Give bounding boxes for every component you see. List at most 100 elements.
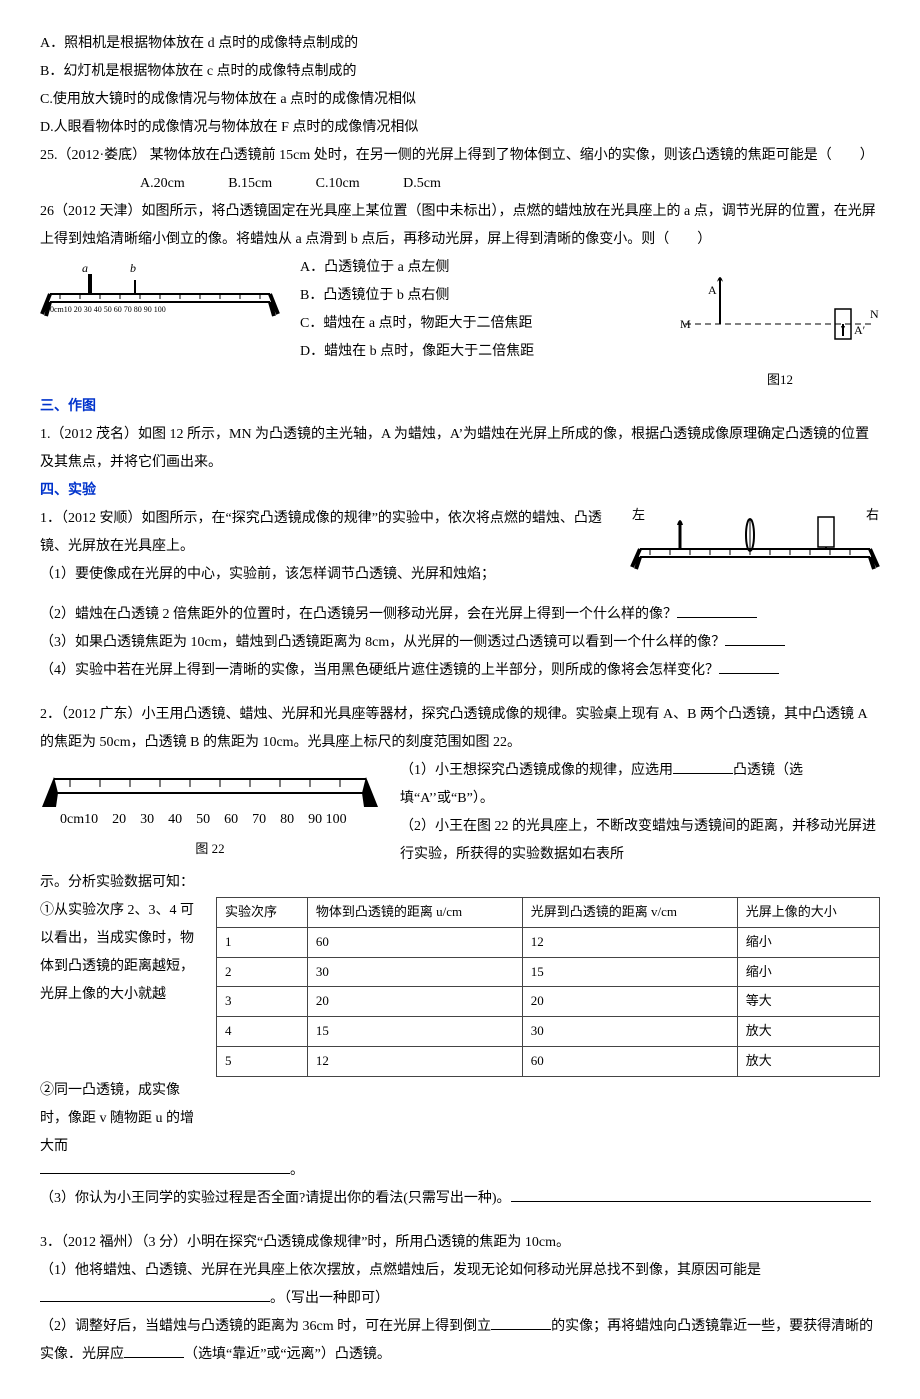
table-cell: 等大 [737,987,879,1017]
sec3-title: 三、作图 [40,393,880,421]
sec4-q3-p2c: （选填“靠近”或“远离”）凸透镜。 [184,1347,391,1362]
table-row: 32020等大 [217,987,880,1017]
sec4-q1-p3-row: （3）如果凸透镜焦距为 10cm，蜡烛到凸透镜距离为 8cm，从光屏的一侧透过凸… [40,629,880,657]
blank-q1-2[interactable] [677,603,757,618]
sec4-q3-p2: （2）调整好后，当蜡烛与凸透镜的距离为 36cm 时，可在光屏上得到倒立的实像；… [40,1313,880,1369]
sec4-q3-stem: 3．（2012 福州）（3 分）小明在探究“凸透镜成像规律”时，所用凸透镜的焦距… [40,1229,880,1257]
blank-q2-2b[interactable] [40,1159,290,1174]
q2-th-1: 物体到凸透镜的距离 u/cm [307,898,522,928]
sec4-q1-p2-row: （2）蜡烛在凸透镜 2 倍焦距外的位置时，在凸透镜另一侧移动光屏，会在光屏上得到… [40,601,880,629]
fig12-A: A [708,283,717,297]
table-cell: 30 [307,957,522,987]
fig12-label: 图12 [680,367,880,393]
q25-stem: 25.（2012·娄底） 某物体放在凸透镜前 15cm 处时，在另一侧的光屏上得… [40,142,880,170]
sec4-q2-p3-row: （3）你认为小王同学的实验过程是否全面?请提出你的看法(只需写出一种)。 [40,1185,880,1213]
q2-table: 实验次序 物体到凸透镜的距离 u/cm 光屏到凸透镜的距离 v/cm 光屏上像的… [216,897,880,1077]
blank-q1-4[interactable] [719,659,779,674]
sec4-title: 四、实验 [40,477,880,505]
blank-q3-2a[interactable] [491,1315,551,1330]
q25-optC: C.10cm [316,176,360,191]
q24-optA: A．照相机是根据物体放在 d 点时的成像特点制成的 [40,30,880,58]
table-cell: 5 [217,1046,308,1076]
q25-optA: A.20cm [140,176,185,191]
q24-optD: D.人眼看物体时的成像情况与物体放在 F 点时的成像情况相似 [40,114,880,142]
table-cell: 2 [217,957,308,987]
table-cell: 4 [217,1017,308,1047]
table-cell: 放大 [737,1017,879,1047]
table-cell: 12 [522,927,737,957]
blank-q2-3[interactable] [511,1187,871,1202]
table-cell: 3 [217,987,308,1017]
fig12-N: N [870,307,879,321]
table-cell: 20 [307,987,522,1017]
sec4-q1-p3: （3）如果凸透镜焦距为 10cm，蜡烛到凸透镜距离为 8cm，从光屏的一侧透过凸… [40,635,725,650]
sec4-q2-p2: （2）小王在图 22 的光具座上，不断改变蜡烛与透镜间的距离，并移动光屏进行实验… [400,813,880,869]
table-cell: 缩小 [737,957,879,987]
svg-text:a: a [82,261,88,275]
q25-optD: D.5cm [403,176,441,191]
table-cell: 60 [522,1046,737,1076]
sec4-q2-p3: （3）你认为小王同学的实验过程是否全面?请提出你的看法(只需写出一种)。 [40,1191,511,1206]
table-cell: 放大 [737,1046,879,1076]
sec4-q1-p4-row: （4）实验中若在光屏上得到一清晰的实像，当用黑色硬纸片遮住透镜的上半部分，则所成… [40,657,880,685]
sec4-q1-stem: 1．（2012 安顺）如图所示，在“探究凸透镜成像的规律”的实验中，依次将点燃的… [40,505,618,561]
table-cell: 缩小 [737,927,879,957]
q2-th-2: 光屏到凸透镜的距离 v/cm [522,898,737,928]
q24-options: A．照相机是根据物体放在 d 点时的成像特点制成的 B．幻灯机是根据物体放在 c… [40,30,880,142]
sec4-q2-p1a: （1）小王想探究凸透镜成像的规律，应选用 [400,763,673,778]
q2-th-3: 光屏上像的大小 [737,898,879,928]
sec4-q2-p2b: 示。分析实验数据可知： [40,869,880,897]
q25-options: A.20cm B.15cm C.10cm D.5cm [40,170,880,198]
blank-q3-1[interactable] [40,1287,270,1302]
sec4-q1-p2: （2）蜡烛在凸透镜 2 倍焦距外的位置时，在凸透镜另一侧移动光屏，会在光屏上得到… [40,607,677,622]
table-cell: 1 [217,927,308,957]
table-row: 41530放大 [217,1017,880,1047]
table-cell: 15 [307,1017,522,1047]
sec4-q1-figure: 左 右 [630,505,880,586]
table-row: 51260放大 [217,1046,880,1076]
q26-ruler-figure: a b 0cm10 20 30 40 50 60 70 80 90 100 [40,254,280,335]
fig22-label: 图 22 [40,836,380,862]
q26-optB: B．凸透镜位于 b 点右侧 [300,282,680,310]
blank-q2-1[interactable] [673,759,733,774]
q26-optC: C．蜡烛在 a 点时，物距大于二倍焦距 [300,310,680,338]
q26-optD: D．蜡烛在 b 点时，像距大于二倍焦距 [300,338,680,366]
fig12-A2: A′ [854,323,866,337]
zuo-label: 左 [632,507,645,522]
table-row: 23015缩小 [217,957,880,987]
table-cell: 30 [522,1017,737,1047]
sec4-q2-p2d: ②同一凸透镜，成实像时，像距 v 随物距 u 的增大而 [40,1083,194,1154]
blank-q3-2b[interactable] [124,1343,184,1358]
table-row: 16012缩小 [217,927,880,957]
sec4-q2-stem: 2．（2012 广东）小王用凸透镜、蜡烛、光屏和光具座等器材，探究凸透镜成像的规… [40,701,880,757]
sec4-q1-p1: （1）要使像成在光屏的中心，实验前，该怎样调节凸透镜、光屏和烛焰； [40,561,618,589]
table-cell: 60 [307,927,522,957]
svg-text:b: b [130,261,136,275]
table-cell: 12 [307,1046,522,1076]
sec4-q2-p1: （1）小王想探究凸透镜成像的规律，应选用凸透镜（选填“A’’或“B”）。 [400,757,880,813]
sec4-q3-p1a: （1）他将蜡烛、凸透镜、光屏在光具座上依次摆放，点燃蜡烛后，发现无论如何移动光屏… [40,1263,761,1278]
sec4-q3-p2a: （2）调整好后，当蜡烛与凸透镜的距离为 36cm 时，可在光屏上得到倒立 [40,1319,491,1334]
q24-optC: C.使用放大镜时的成像情况与物体放在 a 点时的成像情况相似 [40,86,880,114]
q26-stem: 26（2012 天津）如图所示，将凸透镜固定在光具座上某位置（图中未标出），点燃… [40,198,880,254]
sec4-q3-p1b: 。（写出一种即可） [270,1291,389,1306]
q2-th-0: 实验次序 [217,898,308,928]
sec4-q1-p4: （4）实验中若在光屏上得到一清晰的实像，当用黑色硬纸片遮住透镜的上半部分，则所成… [40,663,719,678]
fig22: 0cm10 20 30 40 50 60 70 80 90 100 [40,757,380,834]
svg-text:0cm10 20 30 40 50 60 70 80 90: 0cm10 20 30 40 50 60 70 80 90 100 [50,305,166,314]
table-cell: 20 [522,987,737,1017]
you-label: 右 [866,507,879,522]
q25-optB: B.15cm [228,176,272,191]
blank-q1-3[interactable] [725,631,785,646]
sec4-q2-p2c: ①从实验次序 2、3、4 可以看出，当成实像时，物体到凸透镜的距离越短，光屏上像… [40,897,200,1009]
fig12-M: M [680,317,691,331]
q26-optA: A．凸透镜位于 a 点左侧 [300,254,680,282]
sec4-q2-p2e: 。 [290,1163,304,1178]
fig22-ruler-text: 0cm10 20 30 40 50 60 70 80 90 100 [40,806,380,834]
sec4-q3-p1: （1）他将蜡烛、凸透镜、光屏在光具座上依次摆放，点燃蜡烛后，发现无论如何移动光屏… [40,1257,880,1285]
q24-optB: B．幻灯机是根据物体放在 c 点时的成像特点制成的 [40,58,880,86]
fig12: M N A A′ 图12 [680,254,880,393]
table-cell: 15 [522,957,737,987]
sec3-q1: 1.（2012 茂名）如图 12 所示，MN 为凸透镜的主光轴，A 为蜡烛，A’… [40,421,880,477]
q26-options: A．凸透镜位于 a 点左侧 B．凸透镜位于 b 点右侧 C．蜡烛在 a 点时，物… [280,254,680,366]
